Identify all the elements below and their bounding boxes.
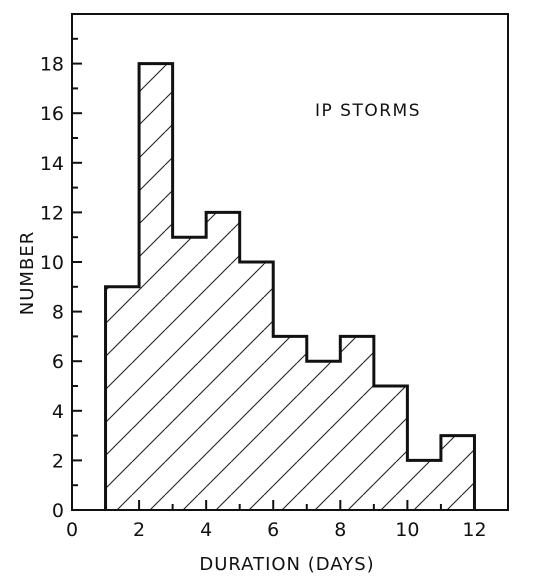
histogram-bar-6 bbox=[273, 336, 307, 510]
annotation-label: IP STORMS bbox=[315, 101, 421, 121]
histogram-bar-1 bbox=[105, 286, 140, 510]
y-tick-label: 4 bbox=[52, 401, 64, 423]
x-tick-label: 0 bbox=[66, 519, 78, 541]
y-tick-label: 0 bbox=[52, 500, 64, 522]
histogram-bar-3 bbox=[172, 237, 207, 510]
x-tick-label: 8 bbox=[334, 519, 346, 541]
x-axis-ticks: 0 2 4 6 8 10 12 bbox=[66, 500, 509, 541]
x-tick-label: 6 bbox=[267, 519, 279, 541]
histogram-bar-5 bbox=[239, 262, 274, 510]
x-axis-title: DURATION (DAYS) bbox=[199, 554, 374, 575]
y-tick-label: 14 bbox=[40, 153, 64, 175]
x-tick-label: 12 bbox=[462, 519, 486, 541]
y-axis-ticks: 0 2 4 6 8 10 12 14 16 18 bbox=[40, 13, 82, 522]
y-tick-label: 6 bbox=[52, 351, 64, 373]
x-tick-label: 2 bbox=[133, 519, 145, 541]
histogram-bar-2 bbox=[139, 63, 173, 510]
histogram-outline bbox=[104, 62, 476, 510]
y-tick-label: 8 bbox=[52, 302, 64, 324]
y-axis-title: NUMBER bbox=[17, 231, 38, 315]
histogram-bar-10 bbox=[407, 460, 441, 510]
y-tick-label: 12 bbox=[40, 202, 64, 224]
histogram-bars bbox=[105, 63, 475, 510]
x-tick-label: 4 bbox=[200, 519, 212, 541]
histogram-bar-11 bbox=[440, 435, 475, 510]
histogram-bar-8 bbox=[340, 336, 374, 510]
y-tick-label: 18 bbox=[40, 54, 64, 76]
histogram-bar-7 bbox=[306, 361, 341, 510]
histogram-bar-9 bbox=[373, 386, 408, 510]
y-tick-label: 16 bbox=[40, 103, 64, 125]
y-tick-label: 10 bbox=[40, 252, 64, 274]
histogram-bar-4 bbox=[206, 212, 240, 510]
y-tick-label: 2 bbox=[52, 450, 64, 472]
x-tick-label: 10 bbox=[395, 519, 419, 541]
